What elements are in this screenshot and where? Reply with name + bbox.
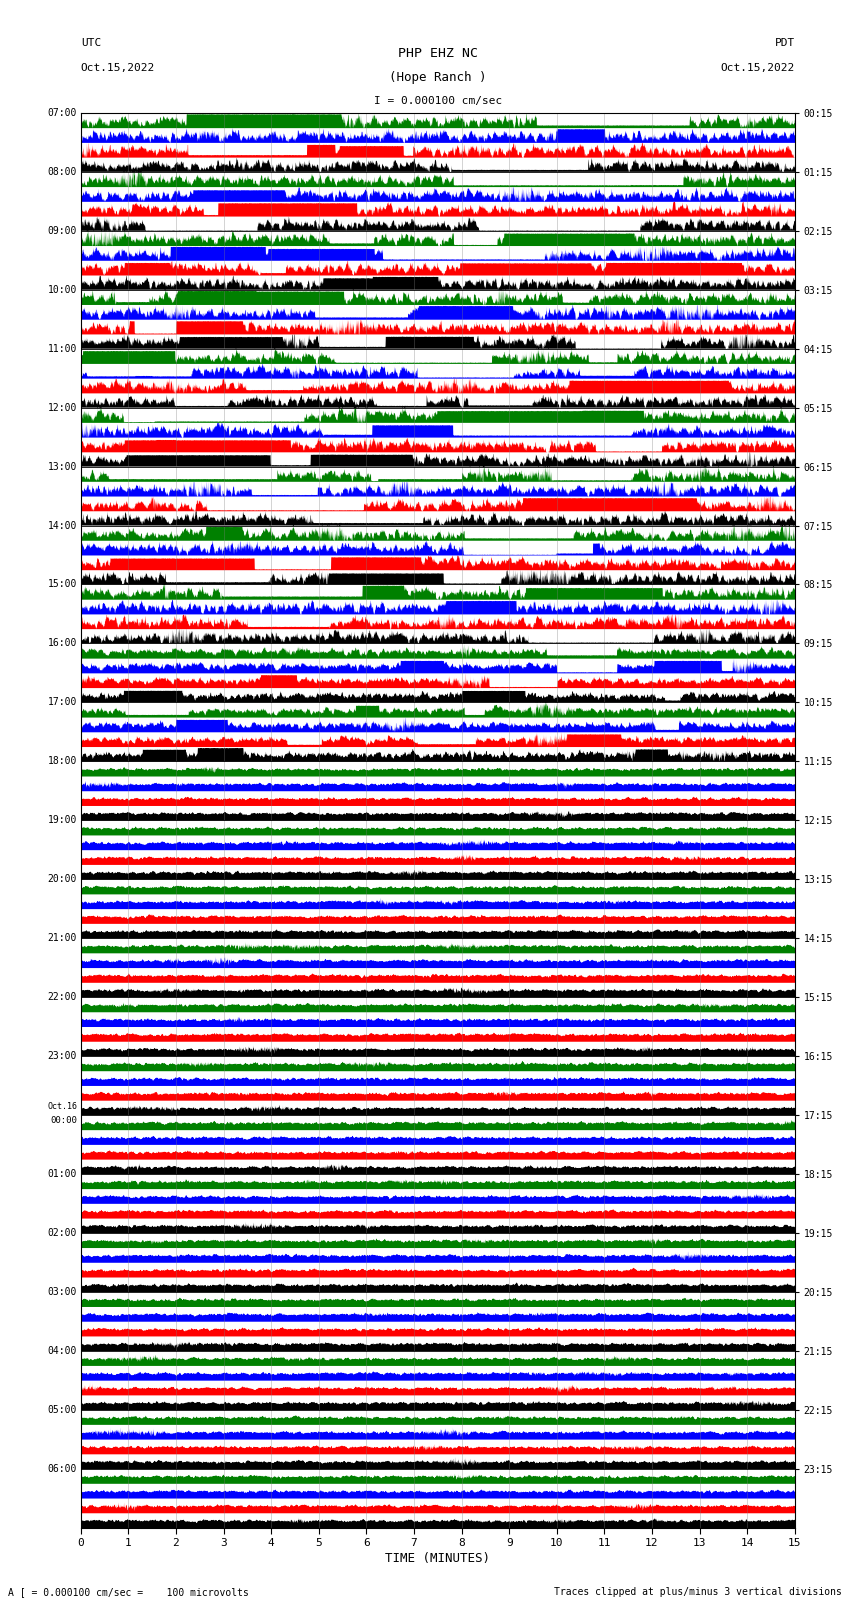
Text: PDT: PDT [774,39,795,48]
Text: 06:00: 06:00 [48,1463,77,1474]
Text: 23:00: 23:00 [48,1052,77,1061]
Text: 05:00: 05:00 [48,1405,77,1415]
Text: 01:00: 01:00 [48,1169,77,1179]
Text: 15:00: 15:00 [48,579,77,589]
Text: UTC: UTC [81,39,101,48]
Text: 18:00: 18:00 [48,756,77,766]
Text: A [ = 0.000100 cm/sec =    100 microvolts: A [ = 0.000100 cm/sec = 100 microvolts [8,1587,249,1597]
Text: (Hope Ranch ): (Hope Ranch ) [389,71,486,84]
Text: 22:00: 22:00 [48,992,77,1002]
Text: 12:00: 12:00 [48,403,77,413]
Text: 04:00: 04:00 [48,1345,77,1355]
Text: 02:00: 02:00 [48,1227,77,1237]
Text: 07:00: 07:00 [48,108,77,118]
Text: Oct.16: Oct.16 [48,1102,77,1111]
Text: PHP EHZ NC: PHP EHZ NC [398,47,478,60]
Text: 21:00: 21:00 [48,932,77,944]
Text: 09:00: 09:00 [48,226,77,235]
Text: I = 0.000100 cm/sec: I = 0.000100 cm/sec [374,97,502,106]
Text: Traces clipped at plus/minus 3 vertical divisions: Traces clipped at plus/minus 3 vertical … [553,1587,842,1597]
Text: 13:00: 13:00 [48,461,77,471]
Text: 17:00: 17:00 [48,697,77,708]
Text: 10:00: 10:00 [48,286,77,295]
Text: 16:00: 16:00 [48,639,77,648]
Text: 20:00: 20:00 [48,874,77,884]
Text: Oct.15,2022: Oct.15,2022 [81,63,155,73]
Text: 14:00: 14:00 [48,521,77,531]
Text: Oct.15,2022: Oct.15,2022 [721,63,795,73]
Text: 08:00: 08:00 [48,166,77,177]
Text: 11:00: 11:00 [48,344,77,353]
Text: 03:00: 03:00 [48,1287,77,1297]
Text: 19:00: 19:00 [48,815,77,826]
X-axis label: TIME (MINUTES): TIME (MINUTES) [385,1552,490,1565]
Text: 00:00: 00:00 [50,1116,77,1124]
